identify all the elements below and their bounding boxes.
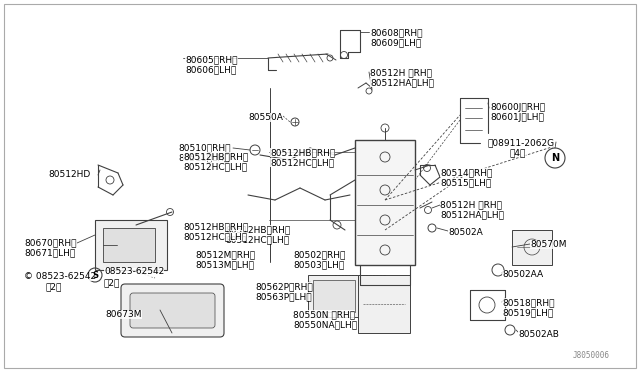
Bar: [358, 275, 410, 333]
Text: 80608〈RH〉: 80608〈RH〉: [370, 28, 422, 37]
Text: N: N: [551, 153, 559, 163]
Text: 80512HA〈LH〉: 80512HA〈LH〉: [370, 78, 434, 87]
Bar: [308, 275, 360, 317]
Text: 80502AB: 80502AB: [518, 330, 559, 339]
Text: © 08523-62542: © 08523-62542: [24, 272, 96, 281]
Text: 80512HC〈LH〉: 80512HC〈LH〉: [183, 232, 247, 241]
Text: 80512HB〈RH〉: 80512HB〈RH〉: [183, 152, 248, 161]
Bar: [313, 280, 355, 312]
Text: 〈4〉: 〈4〉: [510, 148, 526, 157]
Text: 80519〈LH〉: 80519〈LH〉: [502, 308, 553, 317]
Text: 80503〈LH〉: 80503〈LH〉: [293, 260, 344, 269]
Text: 80512HB〈RH〉: 80512HB〈RH〉: [183, 222, 248, 231]
Text: Ⓠ08911-2062G: Ⓠ08911-2062G: [488, 138, 555, 147]
Text: 80513M〈LH〉: 80513M〈LH〉: [195, 260, 254, 269]
Text: 80502〈RH〉: 80502〈RH〉: [293, 250, 346, 259]
Text: 08523-62542: 08523-62542: [104, 267, 164, 276]
Text: 80550N 〈RH〉: 80550N 〈RH〉: [293, 310, 355, 319]
Text: 80512HB〈RH〉: 80512HB〈RH〉: [225, 225, 291, 234]
Text: 80671〈LH〉: 80671〈LH〉: [24, 248, 76, 257]
Text: 80512H 〈RH〉: 80512H 〈RH〉: [370, 68, 432, 77]
Text: 80510〈RH〉: 80510〈RH〉: [178, 143, 230, 152]
Text: 80600J〈RH〉: 80600J〈RH〉: [490, 103, 545, 112]
Bar: [103, 228, 155, 262]
Text: 80605〈RH〉: 80605〈RH〉: [185, 55, 237, 64]
Text: S: S: [92, 270, 98, 279]
Text: 80502AA: 80502AA: [502, 270, 543, 279]
FancyBboxPatch shape: [130, 293, 215, 328]
Text: 80512H 〈RH〉: 80512H 〈RH〉: [440, 200, 502, 209]
Bar: [95, 220, 167, 270]
Text: 80515〈LH〉: 80515〈LH〉: [440, 178, 492, 187]
Text: 80502A: 80502A: [448, 228, 483, 237]
Text: 80512HC〈LH〉: 80512HC〈LH〉: [270, 158, 334, 167]
Text: 80673M: 80673M: [105, 310, 141, 319]
Text: 80512HA〈LH〉: 80512HA〈LH〉: [440, 210, 504, 219]
Bar: [355, 140, 415, 265]
Text: 80512HC〈LH〉: 80512HC〈LH〉: [183, 162, 247, 171]
Text: 〈2〉: 〈2〉: [104, 279, 120, 288]
Text: 80514〈RH〉: 80514〈RH〉: [440, 168, 492, 177]
Text: 〈2〉: 〈2〉: [46, 282, 62, 291]
Text: 80550A: 80550A: [248, 113, 283, 122]
Text: J8050006: J8050006: [573, 351, 610, 360]
Text: 80518〈RH〉: 80518〈RH〉: [502, 298, 554, 307]
Text: 80670〈RH〉: 80670〈RH〉: [24, 238, 77, 247]
Text: 80601J〈LH〉: 80601J〈LH〉: [490, 113, 544, 122]
FancyBboxPatch shape: [121, 284, 224, 337]
Text: 80550NA〈LH〉: 80550NA〈LH〉: [293, 320, 357, 329]
Text: 80609〈LH〉: 80609〈LH〉: [370, 38, 421, 47]
Text: 80512HC〈LH〉: 80512HC〈LH〉: [225, 235, 289, 244]
Bar: [512, 230, 552, 265]
Text: 80563P〈LH〉: 80563P〈LH〉: [255, 292, 312, 301]
Text: 80606〈LH〉: 80606〈LH〉: [185, 65, 236, 74]
Text: 80512HD: 80512HD: [48, 170, 90, 179]
Text: 80511〈LH〉: 80511〈LH〉: [178, 153, 229, 162]
Text: 80512M〈RH〉: 80512M〈RH〉: [195, 250, 255, 259]
Text: 80570M: 80570M: [530, 240, 566, 249]
Text: 80512HB〈RH〉: 80512HB〈RH〉: [270, 148, 335, 157]
Text: 80562P〈RH〉: 80562P〈RH〉: [255, 282, 313, 291]
